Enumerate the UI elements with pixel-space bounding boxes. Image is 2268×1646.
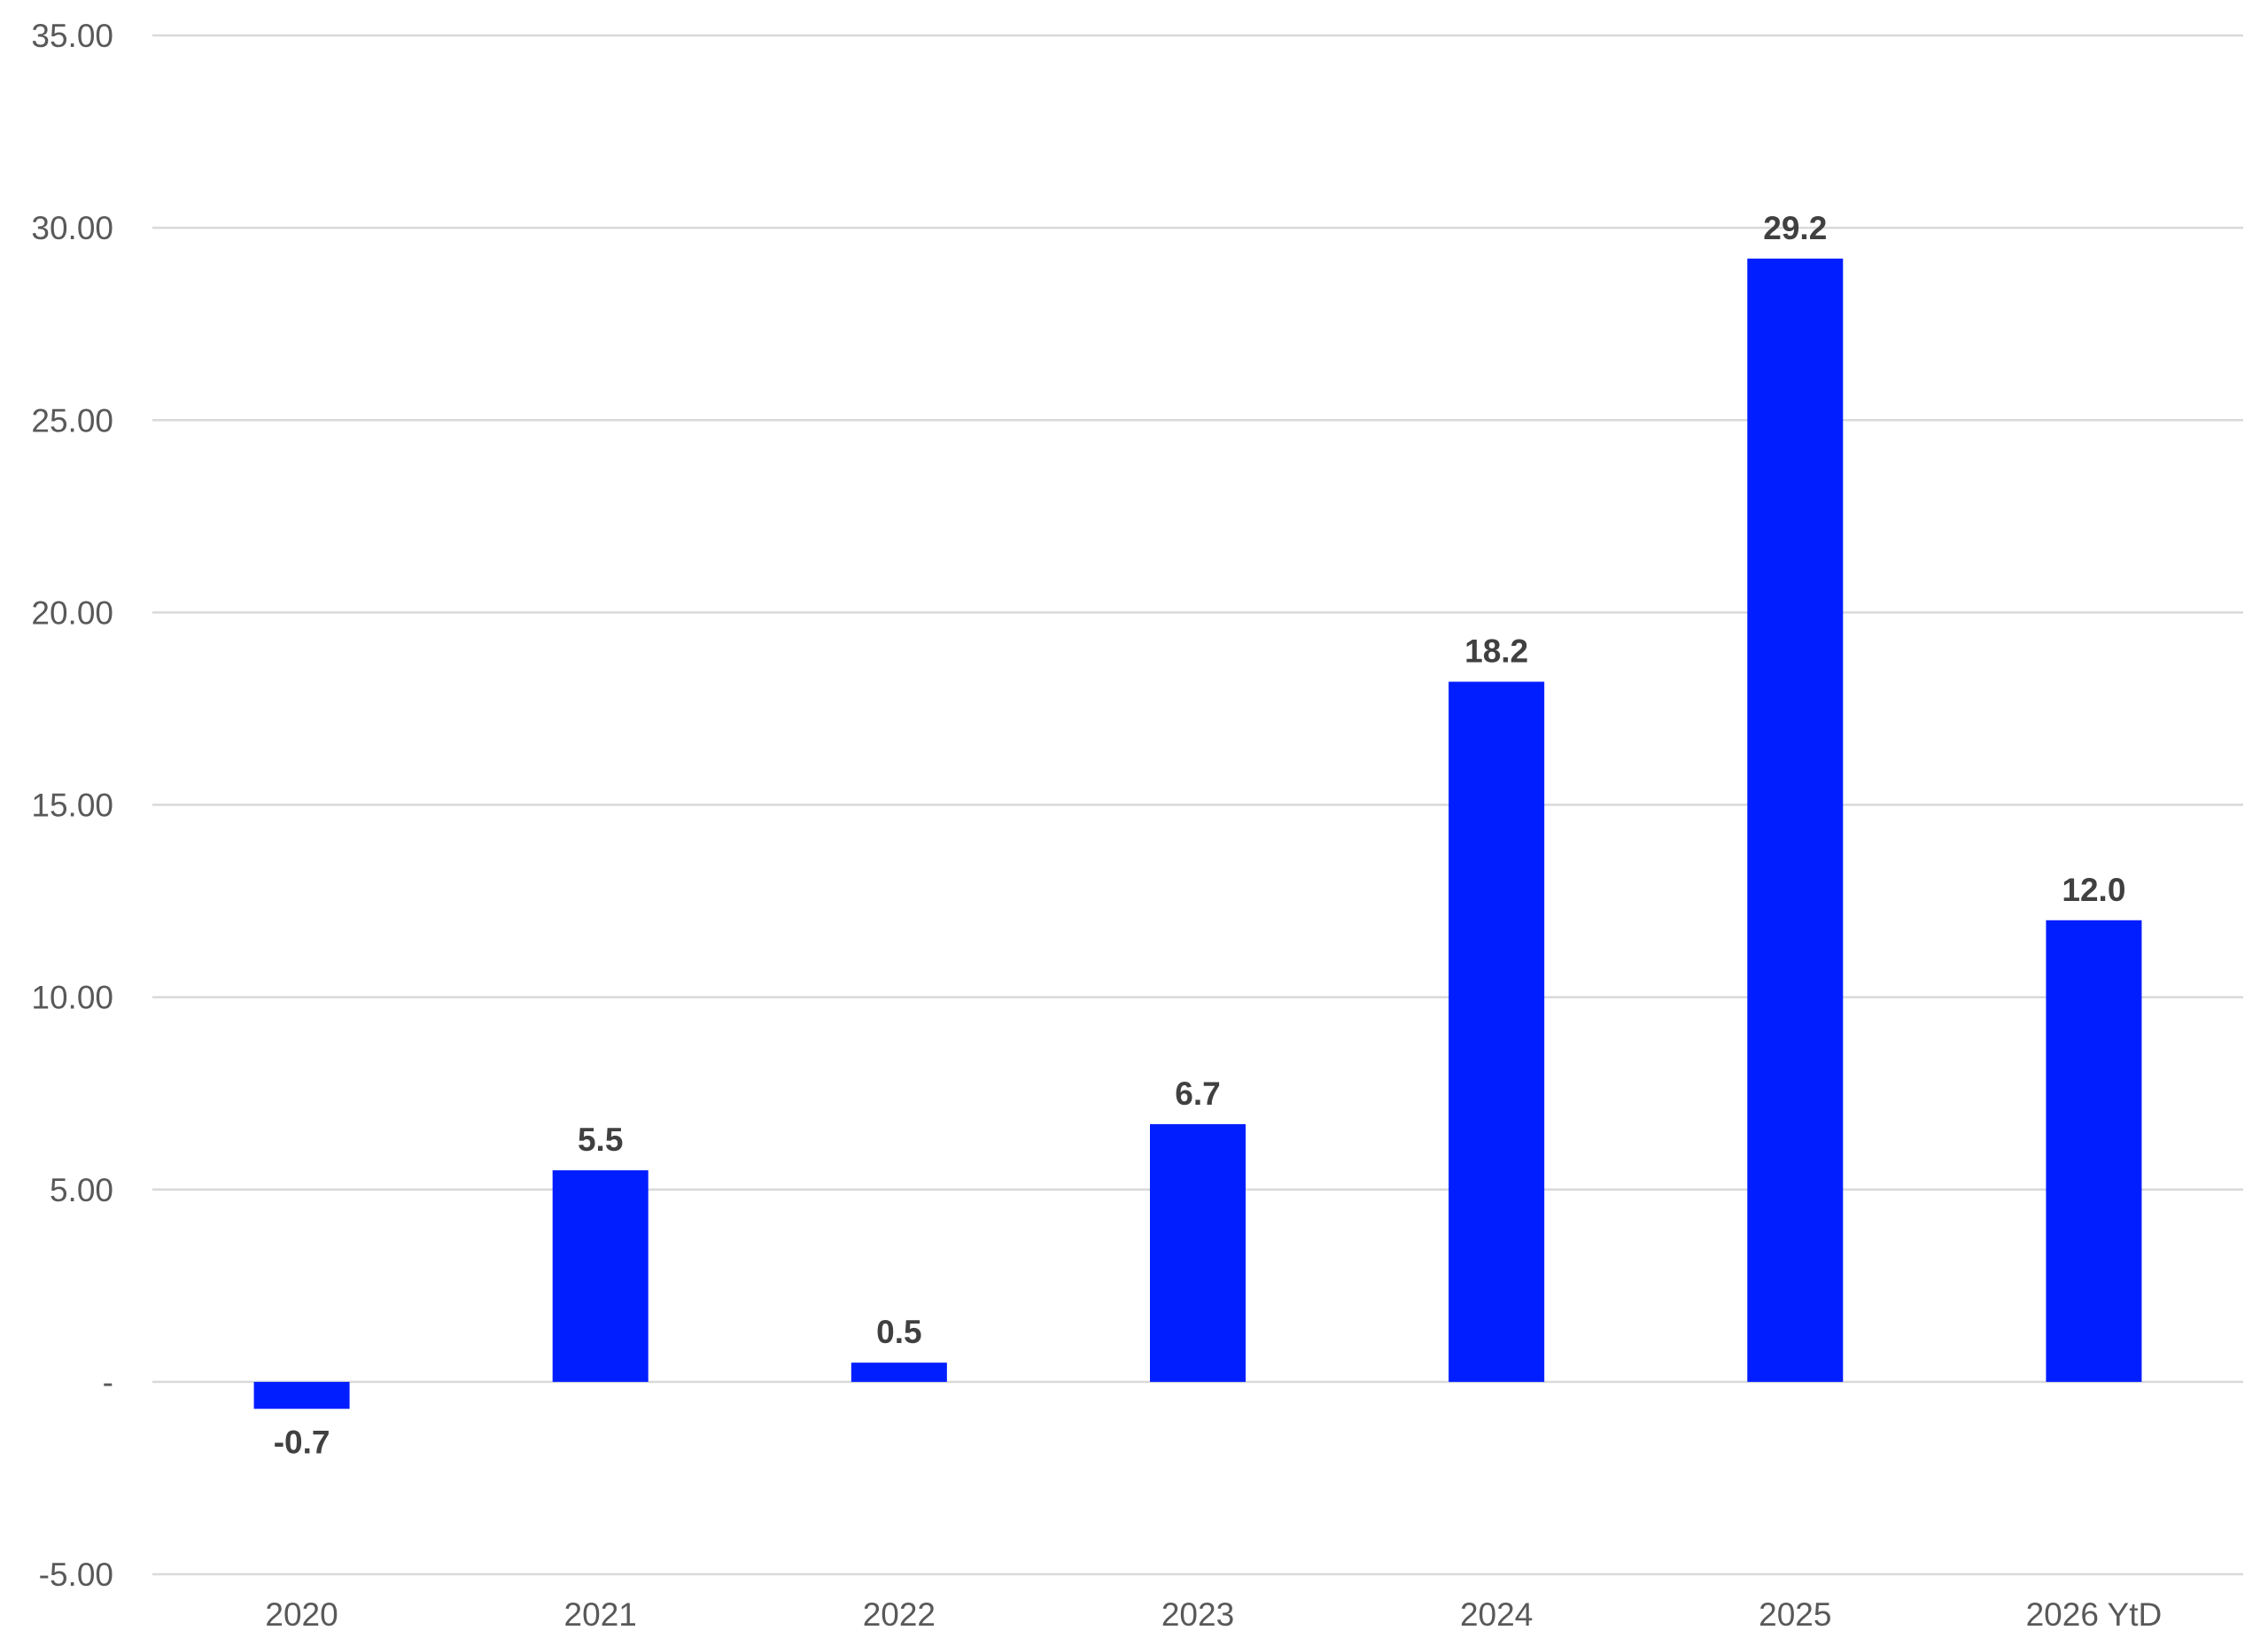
y-tick-label: 5.00: [50, 1172, 113, 1208]
data-label: 5.5: [578, 1122, 623, 1158]
x-tick-label: 2020: [265, 1596, 338, 1633]
data-label: 29.2: [1763, 210, 1827, 246]
bar: [552, 1170, 649, 1382]
y-tick-label: -5.00: [39, 1557, 113, 1593]
y-tick-label: 35.00: [31, 18, 113, 54]
y-tick-label: 25.00: [31, 402, 113, 439]
x-tick-label: 2026 YtD: [2026, 1596, 2163, 1633]
bar: [2046, 920, 2142, 1382]
data-labels: -0.7 5.5 0.5 6.7 18.2 29.2 12.0: [274, 210, 2126, 1460]
x-tick-label: 2025: [1759, 1596, 1831, 1633]
x-tick-label: 2023: [1161, 1596, 1234, 1633]
data-label: 6.7: [1175, 1075, 1220, 1112]
data-label: -0.7: [274, 1424, 330, 1460]
bar: [1747, 258, 1844, 1382]
bar: [1449, 681, 1545, 1382]
y-tick-label: 15.00: [31, 788, 113, 824]
y-tick-label: 10.00: [31, 980, 113, 1016]
bars: [253, 258, 2142, 1409]
y-tick-label: 20.00: [31, 594, 113, 631]
data-label: 12.0: [2062, 872, 2125, 908]
x-tick-label: 2021: [564, 1596, 637, 1633]
x-tick-label: 2024: [1460, 1596, 1533, 1633]
gridlines: [152, 34, 2243, 1576]
y-tick-label: 30.00: [31, 210, 113, 246]
bar: [850, 1363, 947, 1382]
data-label: 0.5: [876, 1314, 921, 1350]
bar: [1150, 1123, 1246, 1382]
bar: [253, 1381, 350, 1409]
x-tick-label: 2022: [863, 1596, 936, 1633]
y-tick-label: -: [103, 1364, 113, 1401]
data-label: 18.2: [1464, 633, 1528, 670]
x-axis: 2020 2021 2022 2023 2024 2025 2026 YtD: [265, 1596, 2162, 1633]
y-axis: 35.00 30.00 25.00 20.00 15.00 10.00 5.00 - -5.00: [31, 18, 113, 1593]
